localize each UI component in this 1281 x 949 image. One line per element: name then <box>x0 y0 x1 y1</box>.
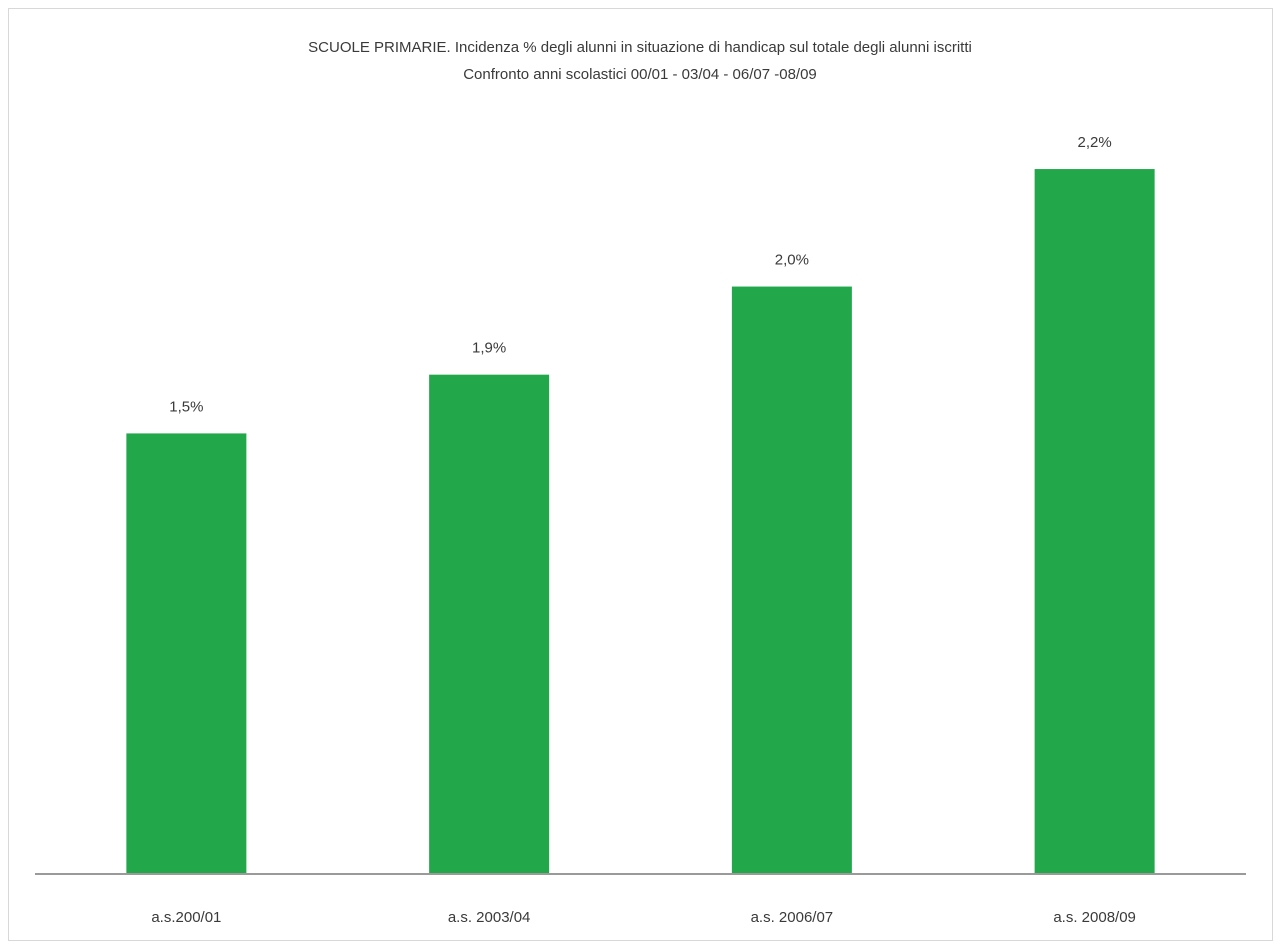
bar-2 <box>429 374 550 874</box>
x-tick-label-3: a.s. 2006/07 <box>751 909 834 926</box>
x-tick-label-4: a.s. 2008/09 <box>1053 909 1136 926</box>
value-label-3: 2,0% <box>775 252 809 269</box>
value-labels-group: 1,5% 1,9% 2,0% 2,2% <box>169 134 1111 415</box>
value-label-2: 1,9% <box>472 340 506 357</box>
bar-3 <box>731 286 852 874</box>
chart-title: SCUOLE PRIMARIE. Incidenza % degli alunn… <box>308 39 972 56</box>
chart-subtitle: Confronto anni scolastici 00/01 - 03/04 … <box>463 66 817 83</box>
bars-group <box>126 169 1155 874</box>
bar-1 <box>126 433 247 874</box>
x-tick-labels-group: a.s.200/01 a.s. 2003/04 a.s. 2006/07 a.s. 2… <box>151 909 1136 926</box>
value-label-4: 2,2% <box>1078 134 1112 151</box>
bar-4 <box>1034 169 1155 874</box>
x-tick-label-1: a.s.200/01 <box>151 909 221 926</box>
value-label-1: 1,5% <box>169 398 203 415</box>
x-tick-label-2: a.s. 2003/04 <box>448 909 531 926</box>
